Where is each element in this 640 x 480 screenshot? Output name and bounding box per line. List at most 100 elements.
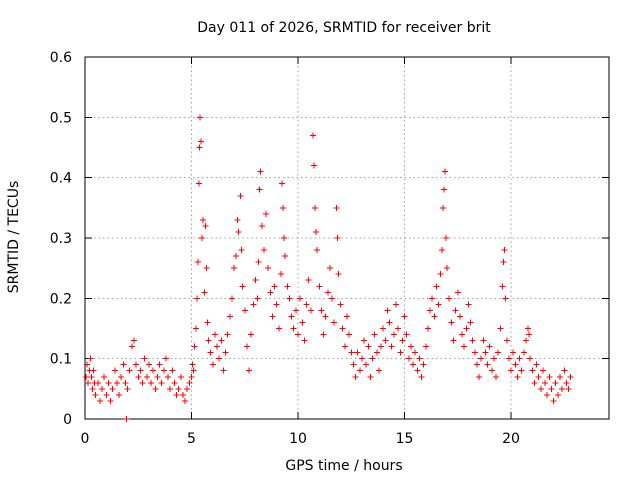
data-point: [277, 271, 284, 278]
data-point: [563, 379, 570, 386]
data-point: [258, 222, 265, 229]
data-point: [473, 361, 480, 368]
data-point: [388, 343, 395, 350]
data-point: [111, 367, 118, 374]
x-axis-label: GPS time / hours: [285, 458, 402, 474]
data-point: [533, 361, 540, 368]
data-point: [220, 367, 227, 374]
data-point: [354, 349, 361, 356]
data-point: [433, 283, 440, 290]
data-point: [378, 343, 385, 350]
y-tick-label: 0.1: [50, 352, 72, 368]
y-tick-label: 0: [63, 412, 72, 428]
data-point: [290, 325, 297, 332]
data-point: [156, 361, 163, 368]
data-point: [503, 337, 510, 344]
data-point: [288, 313, 295, 320]
data-point: [567, 373, 574, 380]
data-point: [414, 367, 421, 374]
data-point: [373, 349, 380, 356]
data-point: [260, 247, 267, 254]
data-point: [352, 373, 359, 380]
data-point: [158, 379, 165, 386]
data-point: [500, 259, 507, 266]
data-point: [224, 331, 231, 338]
data-point: [167, 385, 174, 392]
data-point: [122, 379, 129, 386]
data-point: [350, 361, 357, 368]
data-point: [130, 337, 137, 344]
data-point: [226, 313, 233, 320]
data-point: [255, 259, 262, 266]
data-point: [329, 295, 336, 302]
data-point: [358, 355, 365, 362]
data-point: [508, 367, 515, 374]
data-point: [312, 204, 319, 211]
data-point: [205, 337, 212, 344]
data-point: [92, 391, 99, 398]
data-point: [552, 379, 559, 386]
data-point: [427, 307, 434, 314]
data-point: [486, 343, 493, 350]
data-point: [448, 319, 455, 326]
x-tick-label: 10: [289, 431, 307, 447]
data-point: [282, 253, 289, 260]
data-point: [84, 361, 91, 368]
data-point: [420, 361, 427, 368]
data-point: [169, 367, 176, 374]
data-point: [559, 385, 566, 392]
data-point: [237, 192, 244, 199]
data-point: [401, 313, 408, 320]
data-point: [292, 307, 299, 314]
data-point: [173, 391, 180, 398]
data-point: [367, 373, 374, 380]
x-tick-label: 15: [396, 431, 414, 447]
data-point: [437, 271, 444, 278]
data-point: [341, 343, 348, 350]
data-point: [120, 361, 127, 368]
data-point: [471, 349, 478, 356]
data-point: [194, 259, 201, 266]
data-point: [369, 355, 376, 362]
y-tick-label: 0.6: [50, 50, 72, 66]
data-point: [322, 313, 329, 320]
data-point: [320, 331, 327, 338]
data-point: [365, 343, 372, 350]
data-point: [160, 367, 167, 374]
data-point: [165, 373, 172, 380]
data-point: [281, 235, 288, 241]
data-point: [218, 337, 225, 344]
data-point: [177, 373, 184, 380]
data-point: [490, 355, 497, 362]
data-point: [459, 331, 466, 338]
data-point: [96, 397, 103, 404]
data-point: [87, 355, 94, 362]
data-point: [257, 168, 264, 175]
data-point: [461, 343, 468, 350]
data-point: [565, 385, 572, 392]
data-point: [514, 373, 521, 380]
data-point: [107, 397, 114, 404]
data-point: [488, 367, 495, 374]
data-point: [199, 235, 206, 241]
data-point: [439, 204, 446, 211]
data-point: [348, 349, 355, 356]
data-point: [252, 277, 259, 284]
data-point: [279, 180, 286, 187]
data-point: [544, 391, 551, 398]
data-point: [382, 337, 389, 344]
data-point: [542, 379, 549, 386]
data-point: [493, 373, 500, 380]
data-point: [250, 301, 257, 308]
data-point: [548, 385, 555, 392]
data-point: [141, 355, 148, 362]
data-point: [216, 355, 223, 362]
data-point: [211, 331, 218, 338]
data-point: [478, 355, 485, 362]
y-tick-label: 0.2: [50, 291, 72, 307]
data-point: [241, 307, 248, 314]
data-point: [273, 301, 280, 308]
data-point: [557, 373, 564, 380]
data-point: [346, 331, 353, 338]
